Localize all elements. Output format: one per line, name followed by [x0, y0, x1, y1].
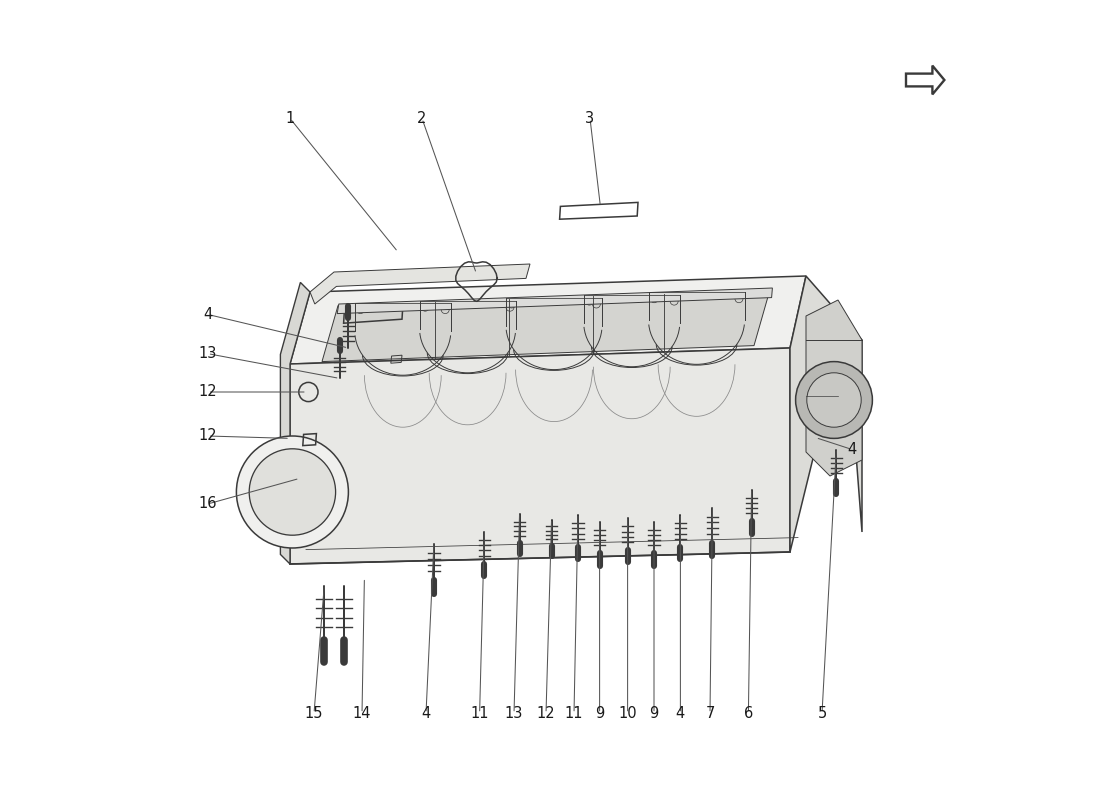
- Polygon shape: [790, 276, 862, 552]
- Polygon shape: [338, 288, 772, 314]
- Circle shape: [250, 449, 336, 535]
- Text: 6: 6: [744, 706, 754, 721]
- Polygon shape: [290, 276, 806, 364]
- Text: 7: 7: [705, 706, 715, 721]
- Circle shape: [236, 436, 349, 548]
- Text: 9: 9: [595, 706, 604, 721]
- Text: 4: 4: [204, 307, 212, 322]
- Polygon shape: [322, 290, 770, 362]
- Text: 4: 4: [675, 706, 685, 721]
- Text: 1: 1: [285, 111, 295, 126]
- Circle shape: [806, 373, 861, 427]
- Text: 11: 11: [471, 706, 488, 721]
- Text: 4: 4: [848, 442, 857, 457]
- Polygon shape: [310, 264, 530, 304]
- Text: 4: 4: [421, 706, 430, 721]
- Text: 15: 15: [305, 706, 323, 721]
- Text: 16: 16: [198, 497, 217, 511]
- Text: 14: 14: [353, 706, 372, 721]
- Text: 10: 10: [618, 706, 637, 721]
- Polygon shape: [806, 300, 862, 476]
- Text: 13: 13: [505, 706, 524, 721]
- Text: 3: 3: [585, 111, 595, 126]
- Polygon shape: [290, 348, 790, 564]
- Text: 13: 13: [198, 346, 217, 361]
- Text: 9: 9: [649, 706, 659, 721]
- Text: 12: 12: [198, 429, 217, 443]
- Text: 12: 12: [198, 385, 217, 399]
- Text: 5: 5: [817, 706, 826, 721]
- Text: 11: 11: [564, 706, 583, 721]
- Circle shape: [795, 362, 872, 438]
- Text: 12: 12: [537, 706, 556, 721]
- Polygon shape: [280, 282, 310, 564]
- Text: 2: 2: [417, 111, 427, 126]
